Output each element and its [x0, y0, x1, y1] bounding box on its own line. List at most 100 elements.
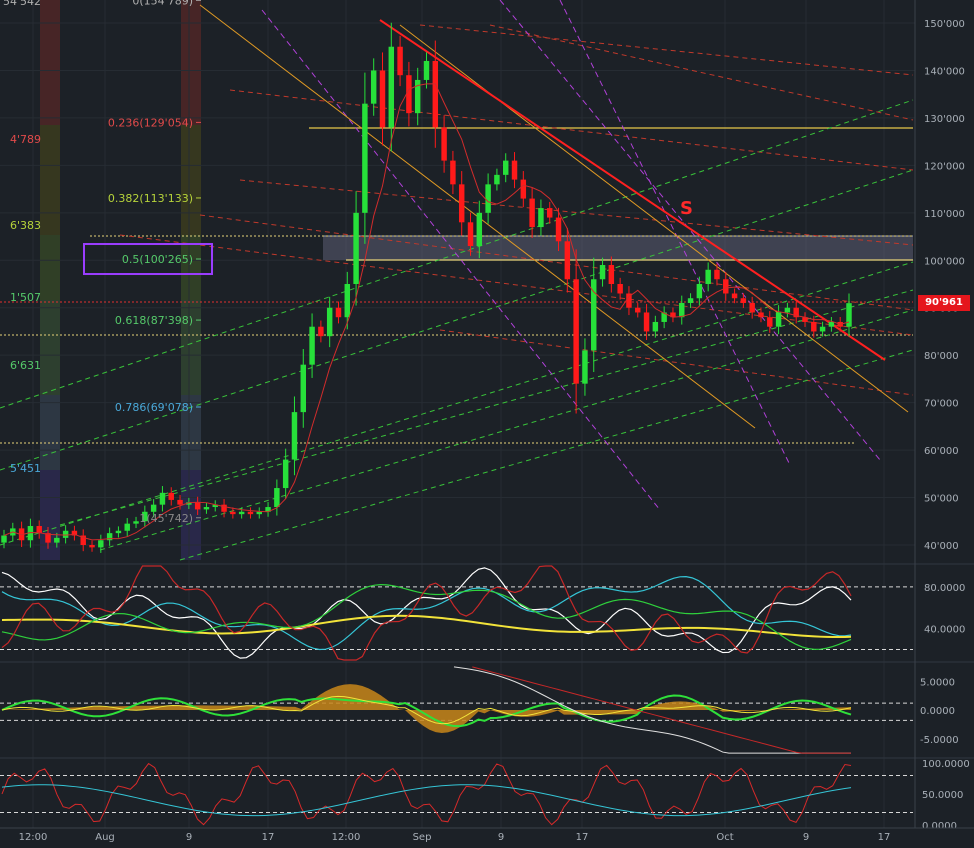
price-axis-tick-label: 140'000 — [924, 66, 965, 77]
price-axis-tick-label: 50'000 — [924, 494, 959, 505]
candle-body — [467, 222, 474, 247]
time-axis-tick-label: 17 — [576, 832, 589, 843]
channel-line-red — [239, 179, 914, 246]
candle-body — [828, 321, 835, 327]
candle-body — [723, 279, 729, 294]
candle-body — [397, 46, 403, 76]
candle-body — [203, 507, 210, 510]
channel-line-green — [179, 349, 914, 561]
candle-body — [511, 160, 518, 180]
candle-body — [846, 303, 852, 327]
candle-body — [54, 537, 60, 543]
candle-body — [150, 504, 157, 512]
candle-body — [168, 492, 174, 500]
osc2-histogram-area — [2, 684, 851, 733]
channel-line-red — [439, 329, 914, 396]
candle-body — [458, 184, 465, 223]
candle-body — [775, 312, 782, 327]
channel-line-purple — [559, 0, 791, 466]
candle-body — [133, 521, 139, 524]
candle-body — [142, 511, 148, 522]
candle-body — [573, 279, 579, 384]
osc3-axis-tick-label: 0.0000 — [922, 821, 957, 832]
fib-highlight-box — [83, 243, 213, 276]
osc2-green-line — [1, 694, 852, 728]
time-axis-tick-label: 9 — [803, 832, 809, 843]
candle-body — [802, 317, 808, 322]
fib-left-label: 6'383 — [10, 219, 41, 232]
candle-body — [247, 511, 254, 515]
osc2-axis-tick-label: -5.0000 — [920, 735, 959, 746]
osc3-axis-tick-label: 50.0000 — [922, 790, 963, 801]
candle-body — [555, 217, 562, 242]
osc2-yellow-line — [1, 695, 852, 725]
candle-body — [406, 75, 412, 114]
candle-body — [212, 504, 218, 508]
candle-body — [300, 364, 306, 413]
osc3-cyan-line — [1, 784, 852, 817]
channel-line-green — [0, 169, 914, 471]
candle-body — [27, 526, 34, 541]
fib-zone-band — [181, 235, 201, 300]
candle-body — [186, 502, 192, 505]
fib-left-label: 5'451 — [10, 462, 41, 475]
fib-zone-band — [40, 125, 60, 235]
candle-body — [1, 535, 7, 543]
candle-body — [652, 321, 659, 332]
osc3-red-line — [1, 762, 852, 826]
candle-body — [194, 502, 201, 510]
fib-level-label: 0.236(129'054) — [108, 116, 193, 129]
candle-body — [635, 307, 641, 313]
resistance-zone — [323, 236, 913, 260]
candle-body — [265, 507, 271, 512]
candle-body — [767, 317, 773, 327]
osc2-axis-tick-label: 5.0000 — [920, 677, 955, 688]
candle-body — [705, 269, 711, 284]
time-axis-tick-label: Sep — [413, 832, 432, 843]
osc1-series-line — [1, 567, 852, 659]
channel-line-red — [199, 214, 914, 311]
candle-body — [714, 269, 720, 280]
osc1-series-line — [1, 565, 852, 661]
candle-body — [740, 298, 747, 303]
channel-line-green — [99, 309, 914, 551]
candle-body — [476, 212, 483, 247]
candle-body — [441, 127, 447, 161]
candle-body — [36, 526, 42, 534]
osc3-axis-tick-label: 100.0000 — [922, 759, 970, 770]
fib-level-label: 0.5(100'265) — [122, 253, 193, 266]
fib-zone-band — [181, 395, 201, 470]
fib-left-label: 6'631 — [10, 359, 41, 372]
candle-body — [538, 208, 544, 228]
channel-line-red — [489, 24, 914, 121]
fib-zone-band — [181, 0, 201, 125]
price-axis-tick-label: 100'000 — [924, 256, 965, 267]
price-axis-tick-label: 40'000 — [924, 541, 959, 552]
candle-body — [423, 60, 430, 80]
candle-body — [784, 307, 791, 313]
candle-body — [494, 174, 500, 185]
osc2-axis-tick-label: 0.0000 — [920, 706, 955, 717]
candle-body — [274, 488, 280, 508]
candle-body — [414, 79, 421, 114]
annotation-s: S — [680, 198, 693, 219]
candle-body — [379, 70, 386, 128]
channel-line-red — [419, 24, 914, 76]
candle-body — [45, 533, 51, 543]
candle-body — [485, 184, 491, 213]
candle-body — [388, 46, 395, 128]
fib-left-label: 1'507 — [10, 291, 41, 304]
candle-body — [749, 302, 755, 313]
candle-body — [731, 293, 738, 299]
price-axis-tick-label: 110'000 — [924, 209, 965, 220]
price-axis-tick-label: 80'000 — [924, 351, 959, 362]
fib-zone-band — [40, 235, 60, 300]
fib-left-label: 54'542 — [3, 0, 41, 8]
candle-body — [819, 326, 826, 332]
candle-body — [608, 265, 615, 284]
candle-body — [502, 160, 509, 175]
channel-line-green — [59, 289, 914, 526]
time-axis-tick-label: 17 — [262, 832, 275, 843]
